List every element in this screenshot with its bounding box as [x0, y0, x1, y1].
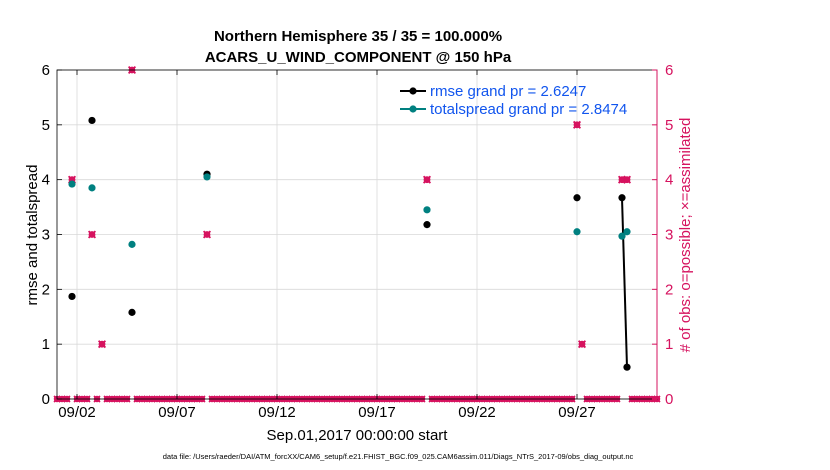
obs-assimilated-marker	[622, 175, 632, 184]
x-tick-label: 09/17	[358, 404, 396, 421]
y-tick-label-left: 6	[42, 62, 50, 79]
y-tick-label-left: 1	[42, 336, 50, 353]
legend: rmse grand pr = 2.6247 totalspread grand…	[400, 83, 627, 118]
y-tick-label-right: 6	[665, 62, 673, 79]
totalspread-point	[423, 206, 431, 214]
obs-assimilated-marker	[97, 340, 107, 349]
x-tick-label: 09/27	[558, 404, 596, 421]
x-tick-label: 09/02	[58, 404, 96, 421]
totalspread-point	[618, 232, 626, 240]
y-tick-label-left: 0	[42, 391, 50, 408]
x-tick-label: 09/12	[258, 404, 296, 421]
y-tick-label-right: 3	[665, 227, 673, 244]
x-tick-label: 09/22	[458, 404, 496, 421]
y-tick-label-right: 1	[665, 336, 673, 353]
chart-title-line1: Northern Hemisphere 35 / 35 = 100.000%	[214, 28, 502, 45]
y-axis-label-right: # of obs: o=possible; ×=assimilated	[677, 118, 694, 353]
legend-rmse-marker	[409, 87, 417, 95]
chart-title-line2: ACARS_U_WIND_COMPONENT @ 150 hPa	[205, 49, 512, 66]
totalspread-point	[573, 228, 581, 236]
y-tick-label-right: 5	[665, 117, 673, 134]
data-file-footer: data file: /Users/raeder/DAI/ATM_forcXX/…	[163, 452, 634, 461]
rmse-point	[68, 292, 76, 301]
y-tick-label-left: 5	[42, 117, 50, 134]
totalspread-point	[203, 173, 211, 181]
rmse-point	[623, 363, 631, 371]
obs-assimilated-marker	[572, 120, 582, 129]
y-tick-label-right: 0	[665, 391, 673, 408]
y-tick-label-right: 4	[665, 172, 673, 189]
rmse-point	[423, 221, 431, 229]
obs-assimilated-marker	[202, 230, 212, 239]
rmse-point	[88, 116, 96, 125]
legend-rmse-label: rmse grand pr = 2.6247	[430, 83, 586, 100]
data-marks	[53, 65, 661, 403]
legend-spread-label: totalspread grand pr = 2.8474	[430, 101, 627, 118]
obs-assimilated-marker	[577, 340, 587, 349]
totalspread-point	[68, 180, 76, 188]
rmse-line-segment	[621, 197, 628, 368]
rmse-point	[618, 194, 626, 202]
legend-spread-marker	[409, 105, 417, 113]
x-axis-label: Sep.01,2017 00:00:00 start	[267, 427, 449, 444]
rmse-point	[573, 194, 581, 202]
y-axis-label-left: rmse and totalspread	[24, 165, 41, 306]
x-tick-label: 09/07	[158, 404, 196, 421]
y-tick-label-left: 4	[42, 172, 50, 189]
axis-ticks: 09/02 09/07 09/12 09/17 09/22 09/27 0 1 2 3 4 5 6 0 1 2…	[42, 62, 674, 421]
rmse-point	[128, 308, 136, 316]
obs-assimilated-marker	[87, 230, 97, 239]
obs-assimilated-marker	[422, 175, 432, 184]
totalspread-point	[623, 228, 631, 236]
y-tick-label-left: 3	[42, 227, 50, 244]
totalspread-point	[88, 184, 96, 192]
y-tick-label-right: 2	[665, 281, 673, 298]
y-tick-label-left: 2	[42, 281, 50, 298]
totalspread-point	[128, 240, 136, 248]
